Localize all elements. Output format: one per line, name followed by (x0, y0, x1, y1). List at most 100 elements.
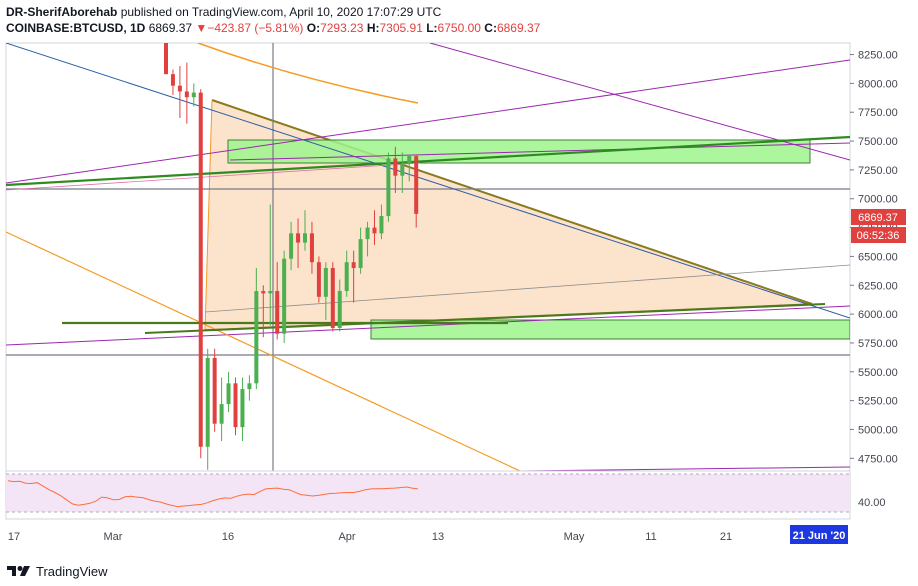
candle[interactable] (233, 377, 238, 436)
candle[interactable] (407, 154, 412, 182)
purple-trendline-rising[interactable] (6, 59, 850, 184)
support-zone[interactable] (370, 319, 850, 340)
candle[interactable] (365, 221, 370, 257)
candle-body (184, 91, 189, 98)
candle-body (323, 267, 328, 297)
candle-body (233, 383, 238, 428)
blue-trendline[interactable] (6, 43, 850, 319)
price-tick-label: 7250.00 (858, 165, 898, 177)
time-axis[interactable]: 21 Jun '20 17 Mar 16 Apr 13 May 11 21 (6, 518, 850, 544)
candle-countdown-label: 06:52:36 (857, 230, 900, 242)
candle[interactable] (337, 279, 342, 332)
price-tick-label: 6000.00 (858, 309, 898, 321)
purple-line-lower[interactable] (6, 305, 850, 346)
time-tick-label: Mar (104, 531, 123, 543)
time-tick-label: 13 (432, 531, 444, 543)
purple-line-mid[interactable] (229, 142, 850, 161)
time-tick-label: 21 (720, 531, 732, 543)
rsi-pane[interactable] (5, 470, 851, 520)
candle[interactable] (205, 348, 210, 470)
candle-body (254, 291, 259, 384)
price-tick-label: 4750.00 (858, 453, 898, 465)
candle-body (240, 389, 245, 428)
rsi-line[interactable] (7, 480, 419, 508)
candle[interactable] (414, 154, 419, 228)
candle-body (289, 233, 294, 259)
candle[interactable] (247, 375, 252, 401)
symbol-label[interactable]: COINBASE:BTCUSD, 1D (6, 21, 146, 35)
candle[interactable] (282, 250, 287, 343)
candle[interactable] (393, 146, 398, 193)
candle[interactable] (379, 204, 384, 240)
candle-body (205, 357, 210, 447)
candle[interactable] (198, 89, 203, 459)
time-tick-label: 16 (222, 531, 234, 543)
low-value: 6750.00 (437, 21, 481, 35)
candle[interactable] (323, 262, 328, 320)
orange-trendline[interactable] (6, 231, 521, 471)
price-tick-label: 7500.00 (858, 136, 898, 148)
candle[interactable] (191, 83, 196, 107)
candle[interactable] (316, 256, 321, 303)
gray-trendline[interactable] (204, 264, 850, 313)
candle-body (414, 156, 419, 214)
candle-body (400, 164, 405, 176)
candle[interactable] (219, 377, 224, 442)
candle[interactable] (212, 348, 217, 432)
ohlc-line: COINBASE:BTCUSD, 1D 6869.37 ▼−423.87 (−5… (6, 20, 912, 36)
time-highlight-badge (790, 525, 848, 544)
price-axis[interactable]: 4750.00 5000.00 5250.00 5500.00 5750.00 6000.… (850, 50, 898, 466)
purple-line-bottom[interactable] (519, 466, 850, 471)
rsi-axis: 40.00 (858, 497, 886, 509)
orange-moving-average[interactable] (197, 43, 419, 104)
candle[interactable] (351, 250, 356, 303)
candle[interactable] (372, 210, 377, 245)
candle-body (226, 383, 231, 405)
candle[interactable] (226, 371, 231, 413)
candle[interactable] (400, 152, 405, 193)
green-trendline-upper[interactable] (6, 135, 850, 187)
candle[interactable] (358, 227, 363, 274)
candle[interactable] (330, 262, 335, 332)
price-tick-label: 5250.00 (858, 396, 898, 408)
open-value: 7293.23 (320, 21, 364, 35)
candle[interactable] (164, 43, 168, 75)
candle[interactable] (289, 221, 294, 271)
candle-body (365, 227, 370, 240)
candle[interactable] (268, 204, 273, 326)
triangle-upper-edge[interactable] (211, 99, 813, 305)
candle-body (275, 291, 280, 334)
candle[interactable] (275, 262, 280, 340)
candle-body (198, 92, 203, 447)
candle[interactable] (296, 218, 301, 268)
candle[interactable] (177, 66, 182, 118)
candle[interactable] (184, 62, 189, 124)
current-price-label: 6869.37 (858, 212, 898, 224)
candle-body (164, 43, 168, 75)
candle-body (316, 262, 321, 297)
resistance-zone[interactable] (227, 139, 811, 164)
author-name[interactable]: DR-SherifAborehab (6, 5, 118, 19)
candle[interactable] (386, 152, 391, 222)
triangle-left-edge[interactable] (204, 99, 213, 331)
price-tick-label: 5750.00 (858, 338, 898, 350)
pink-trendline[interactable] (6, 162, 421, 191)
candle[interactable] (240, 377, 245, 442)
candle[interactable] (303, 210, 307, 251)
candle-body (268, 291, 273, 294)
price-tick-label: 7750.00 (858, 107, 898, 119)
price-tick-label: 5000.00 (858, 424, 898, 436)
rsi-band (6, 474, 850, 512)
candles[interactable] (164, 43, 419, 470)
candle[interactable] (309, 221, 314, 274)
candle[interactable] (254, 267, 259, 390)
candle[interactable] (344, 250, 349, 297)
tradingview-logo-icon[interactable] (6, 564, 32, 578)
main-pane[interactable] (6, 43, 850, 471)
candle-body (282, 258, 287, 334)
tradingview-brand[interactable]: TradingView (36, 563, 108, 579)
candle[interactable] (170, 69, 175, 95)
price-tick-label: 8250.00 (858, 50, 898, 62)
candle[interactable] (261, 285, 266, 338)
